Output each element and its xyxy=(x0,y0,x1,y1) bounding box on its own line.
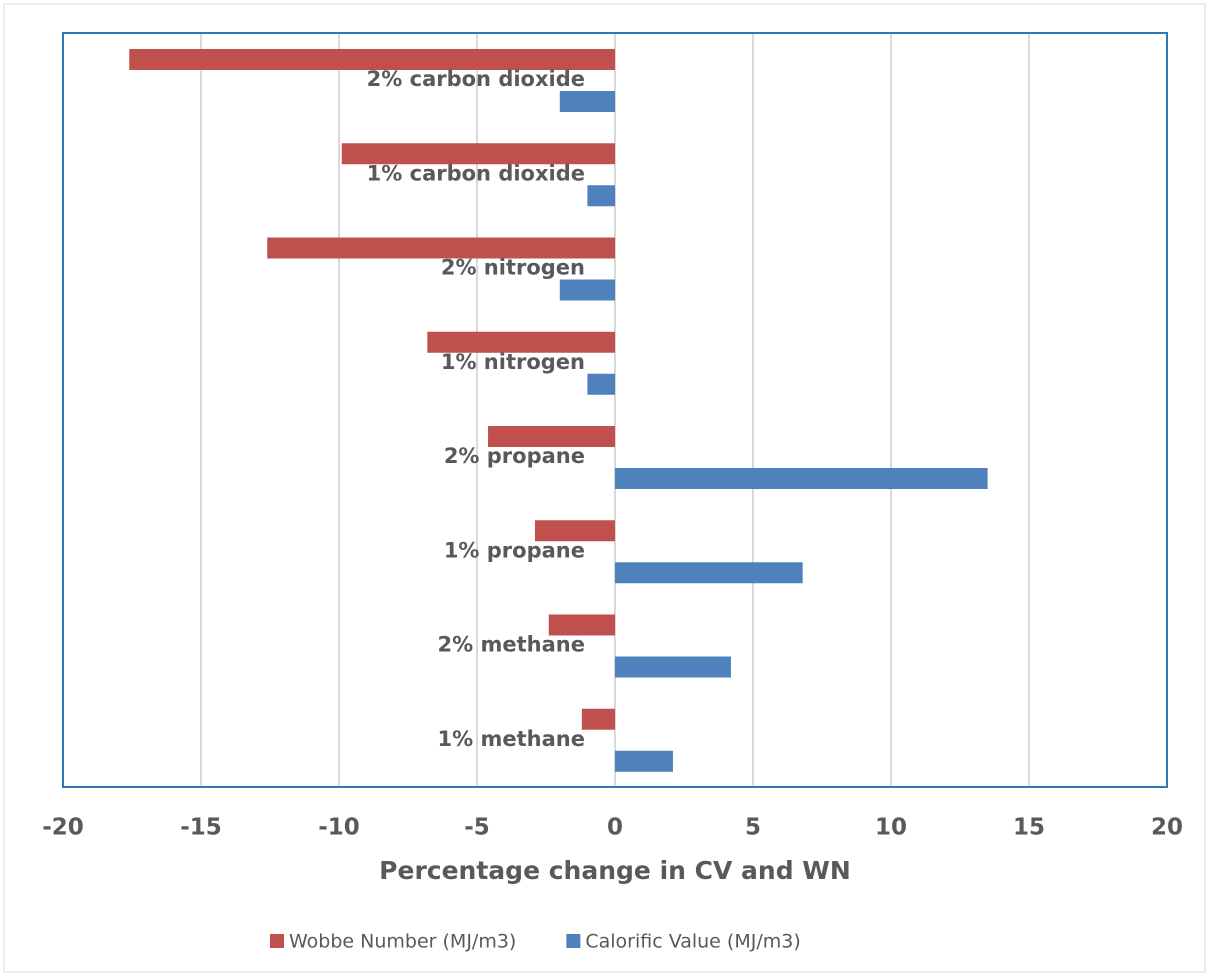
bar xyxy=(587,373,615,395)
category-label: 1% methane xyxy=(438,727,585,751)
x-tick-label: 0 xyxy=(607,815,623,841)
x-tick-label: 15 xyxy=(1013,815,1045,841)
bar xyxy=(587,185,615,207)
bar xyxy=(548,614,615,636)
chart-border xyxy=(3,3,1206,973)
category-label: 2% carbon dioxide xyxy=(367,67,585,91)
x-tick-label: -15 xyxy=(180,815,222,841)
legend-swatch xyxy=(270,934,284,948)
x-tick-label: -10 xyxy=(318,815,360,841)
x-tick-label: -20 xyxy=(42,815,84,841)
x-tick-label: -5 xyxy=(464,815,490,841)
bar xyxy=(267,237,615,259)
x-tick-label: 5 xyxy=(745,815,761,841)
category-label: 2% nitrogen xyxy=(441,256,585,280)
bar xyxy=(427,331,615,353)
category-label: 1% propane xyxy=(444,538,585,562)
legend-label: Wobbe Number (MJ/m3) xyxy=(289,931,516,953)
bar xyxy=(559,279,615,301)
legend-label: Calorific Value (MJ/m3) xyxy=(585,931,800,953)
bar xyxy=(488,426,615,447)
bar xyxy=(615,750,673,772)
legend-swatch xyxy=(566,934,581,948)
x-tick-label: 10 xyxy=(875,815,907,841)
bar xyxy=(615,468,988,489)
bar xyxy=(534,520,615,542)
x-axis-title: Percentage change in CV and WN xyxy=(379,856,851,885)
plot-border xyxy=(62,32,1168,788)
x-tick-label: 20 xyxy=(1151,815,1183,841)
bar xyxy=(615,656,731,678)
category-label: 1% nitrogen xyxy=(441,350,585,374)
category-label: 2% propane xyxy=(444,444,585,468)
bar xyxy=(559,91,615,112)
bar xyxy=(581,708,615,730)
bar xyxy=(129,49,616,70)
category-label: 2% methane xyxy=(438,633,585,657)
category-label: 1% carbon dioxide xyxy=(367,161,585,185)
bar xyxy=(615,562,803,584)
bar xyxy=(341,143,615,165)
